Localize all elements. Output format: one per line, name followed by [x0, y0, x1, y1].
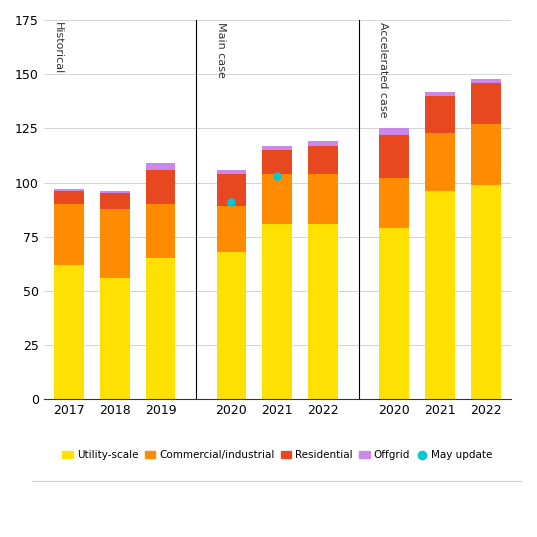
- Bar: [146, 170, 176, 204]
- Bar: [379, 135, 409, 178]
- Bar: [100, 278, 129, 400]
- Bar: [216, 252, 246, 400]
- Bar: [425, 133, 455, 191]
- Bar: [146, 163, 176, 170]
- Bar: [100, 191, 129, 193]
- Bar: [471, 83, 500, 124]
- Bar: [216, 174, 246, 206]
- Bar: [471, 124, 500, 185]
- Bar: [471, 185, 500, 400]
- Bar: [146, 204, 176, 258]
- Bar: [100, 193, 129, 208]
- Bar: [54, 204, 84, 265]
- Bar: [54, 189, 84, 191]
- Bar: [146, 258, 176, 400]
- Bar: [308, 141, 338, 146]
- Bar: [471, 78, 500, 83]
- Bar: [263, 146, 292, 150]
- Bar: [54, 191, 84, 204]
- Bar: [425, 191, 455, 400]
- Bar: [308, 146, 338, 174]
- Text: Accelerated case: Accelerated case: [378, 22, 388, 118]
- Bar: [308, 224, 338, 400]
- Bar: [379, 178, 409, 228]
- Bar: [308, 174, 338, 224]
- Bar: [425, 91, 455, 96]
- Bar: [263, 174, 292, 224]
- Bar: [263, 224, 292, 400]
- Bar: [216, 170, 246, 174]
- Bar: [263, 150, 292, 174]
- Text: Historical: Historical: [53, 22, 63, 75]
- Bar: [379, 128, 409, 135]
- Text: Main case: Main case: [216, 22, 226, 78]
- Bar: [54, 265, 84, 400]
- Bar: [379, 228, 409, 400]
- Bar: [100, 208, 129, 278]
- Legend: Utility-scale, Commercial/industrial, Residential, Offgrid, May update: Utility-scale, Commercial/industrial, Re…: [58, 446, 497, 465]
- Bar: [425, 96, 455, 133]
- Bar: [216, 206, 246, 252]
